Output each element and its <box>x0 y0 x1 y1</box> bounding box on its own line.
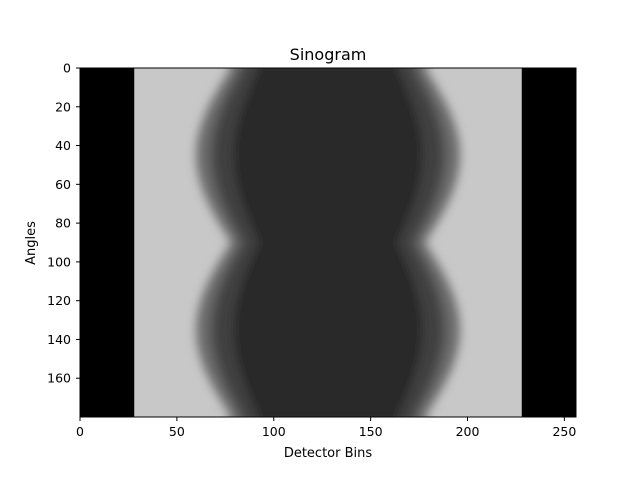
x-tick-label: 250 <box>552 424 576 439</box>
sinogram-noise <box>134 68 522 417</box>
y-tick-label: 160 <box>47 371 71 386</box>
y-axis: 0 20 40 60 80 100 120 140 160 <box>47 61 80 386</box>
x-tick-label: 50 <box>169 424 185 439</box>
plot-frame <box>79 67 577 418</box>
chart-title: Sinogram <box>290 45 367 64</box>
y-tick-label: 80 <box>55 216 71 231</box>
y-tick-label: 0 <box>63 61 71 76</box>
x-tick-label: 0 <box>76 424 84 439</box>
y-tick-label: 20 <box>55 99 71 114</box>
y-tick-label: 100 <box>47 254 71 269</box>
plot-area <box>80 68 576 417</box>
y-tick-label: 40 <box>55 138 71 153</box>
x-axis-label: Detector Bins <box>284 446 373 461</box>
y-tick-label: 120 <box>47 293 71 308</box>
y-axis-label: Angles <box>24 221 39 265</box>
x-tick-label: 200 <box>456 424 480 439</box>
x-tick-label: 150 <box>359 424 383 439</box>
y-tick-label: 60 <box>55 177 71 192</box>
x-axis: 0 50 100 150 200 250 <box>76 417 576 439</box>
y-tick-label: 140 <box>47 332 71 347</box>
x-tick-label: 100 <box>262 424 286 439</box>
